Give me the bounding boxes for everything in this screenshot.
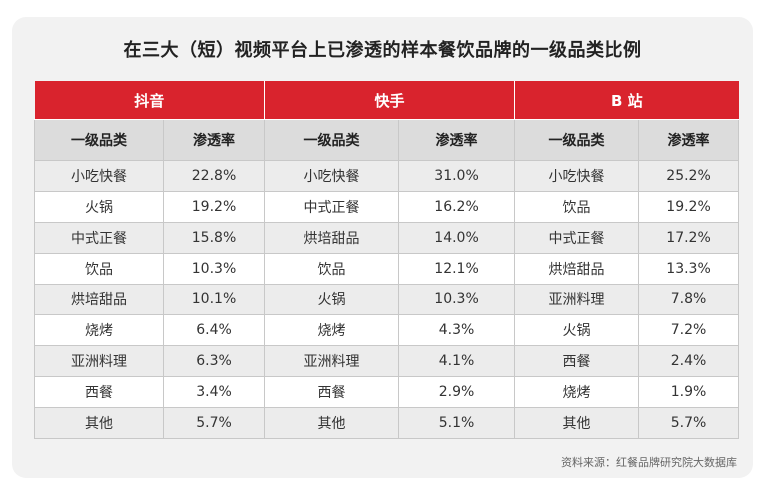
platform-header-kuaishou: 快手 bbox=[264, 81, 516, 120]
rate-cell: 7.2% bbox=[638, 314, 740, 347]
column-header-rate: 渗透率 bbox=[638, 119, 740, 161]
category-cell: 火锅 bbox=[514, 314, 640, 347]
category-cell: 饮品 bbox=[34, 252, 164, 285]
rate-cell: 5.7% bbox=[638, 407, 740, 439]
rate-cell: 13.3% bbox=[638, 252, 740, 285]
rate-cell: 7.8% bbox=[638, 283, 740, 316]
category-cell: 小吃快餐 bbox=[264, 160, 400, 192]
rate-cell: 4.3% bbox=[398, 314, 516, 347]
category-cell: 中式正餐 bbox=[264, 190, 400, 223]
rate-cell: 1.9% bbox=[638, 376, 740, 408]
category-cell: 小吃快餐 bbox=[514, 160, 640, 192]
rate-cell: 6.3% bbox=[162, 345, 266, 378]
rate-cell: 22.8% bbox=[162, 160, 266, 192]
table-row: 烧烤 6.4% 烧烤 4.3% 火锅 7.2% bbox=[34, 314, 740, 347]
column-header-rate: 渗透率 bbox=[162, 119, 266, 161]
rate-cell: 15.8% bbox=[162, 221, 266, 254]
category-cell: 中式正餐 bbox=[514, 221, 640, 254]
category-cell: 烧烤 bbox=[514, 376, 640, 408]
rate-cell: 10.1% bbox=[162, 283, 266, 316]
rate-cell: 6.4% bbox=[162, 314, 266, 347]
column-header-category: 一级品类 bbox=[34, 119, 164, 161]
category-cell: 亚洲料理 bbox=[514, 283, 640, 316]
table-row: 其他 5.7% 其他 5.1% 其他 5.7% bbox=[34, 407, 740, 439]
column-header-row: 一级品类 渗透率 一级品类 渗透率 一级品类 渗透率 bbox=[34, 119, 740, 161]
rate-cell: 19.2% bbox=[638, 190, 740, 223]
platform-header-bilibili: B 站 bbox=[514, 81, 739, 120]
category-cell: 烘培甜品 bbox=[34, 283, 164, 316]
rate-cell: 2.9% bbox=[398, 376, 516, 408]
category-cell: 烘培甜品 bbox=[264, 221, 400, 254]
column-header-category: 一级品类 bbox=[514, 119, 640, 161]
category-cell: 烧烤 bbox=[34, 314, 164, 347]
table-row: 小吃快餐 22.8% 小吃快餐 31.0% 小吃快餐 25.2% bbox=[34, 160, 740, 192]
table-row: 亚洲料理 6.3% 亚洲料理 4.1% 西餐 2.4% bbox=[34, 345, 740, 378]
category-cell: 西餐 bbox=[264, 376, 400, 408]
category-cell: 饮品 bbox=[264, 252, 400, 285]
penetration-table: 抖音 快手 B 站 一级品类 渗透率 一级品类 渗透率 一级品类 渗透率 小吃快… bbox=[34, 81, 740, 439]
category-cell: 烧烤 bbox=[264, 314, 400, 347]
rate-cell: 31.0% bbox=[398, 160, 516, 192]
rate-cell: 16.2% bbox=[398, 190, 516, 223]
category-cell: 中式正餐 bbox=[34, 221, 164, 254]
rate-cell: 10.3% bbox=[398, 283, 516, 316]
category-cell: 火锅 bbox=[264, 283, 400, 316]
rate-cell: 12.1% bbox=[398, 252, 516, 285]
category-cell: 饮品 bbox=[514, 190, 640, 223]
platform-header-douyin: 抖音 bbox=[34, 81, 266, 120]
chart-title: 在三大（短）视频平台上已渗透的样本餐饮品牌的一级品类比例 bbox=[123, 40, 642, 61]
category-cell: 小吃快餐 bbox=[34, 160, 164, 192]
category-cell: 其他 bbox=[34, 407, 164, 439]
rate-cell: 5.1% bbox=[398, 407, 516, 439]
table-body: 小吃快餐 22.8% 小吃快餐 31.0% 小吃快餐 25.2% 火锅 19.2% 中式正餐 16… bbox=[34, 160, 740, 439]
rate-cell: 25.2% bbox=[638, 160, 740, 192]
table-row: 烘培甜品 10.1% 火锅 10.3% 亚洲料理 7.8% bbox=[34, 283, 740, 316]
table-row: 饮品 10.3% 饮品 12.1% 烘焙甜品 13.3% bbox=[34, 252, 740, 285]
rate-cell: 10.3% bbox=[162, 252, 266, 285]
table-row: 西餐 3.4% 西餐 2.9% 烧烤 1.9% bbox=[34, 376, 740, 408]
rate-cell: 4.1% bbox=[398, 345, 516, 378]
category-cell: 西餐 bbox=[34, 376, 164, 408]
category-cell: 其他 bbox=[264, 407, 400, 439]
source-note: 资料来源：红餐品牌研究院大数据库 bbox=[561, 456, 737, 469]
table-row: 中式正餐 15.8% 烘培甜品 14.0% 中式正餐 17.2% bbox=[34, 221, 740, 254]
category-cell: 其他 bbox=[514, 407, 640, 439]
rate-cell: 17.2% bbox=[638, 221, 740, 254]
rate-cell: 14.0% bbox=[398, 221, 516, 254]
rate-cell: 19.2% bbox=[162, 190, 266, 223]
rate-cell: 2.4% bbox=[638, 345, 740, 378]
category-cell: 西餐 bbox=[514, 345, 640, 378]
column-header-rate: 渗透率 bbox=[398, 119, 516, 161]
category-cell: 亚洲料理 bbox=[34, 345, 164, 378]
rate-cell: 5.7% bbox=[162, 407, 266, 439]
category-cell: 火锅 bbox=[34, 190, 164, 223]
category-cell: 烘焙甜品 bbox=[514, 252, 640, 285]
table-row: 火锅 19.2% 中式正餐 16.2% 饮品 19.2% bbox=[34, 190, 740, 223]
column-header-category: 一级品类 bbox=[264, 119, 400, 161]
category-cell: 亚洲料理 bbox=[264, 345, 400, 378]
platform-header-row: 抖音 快手 B 站 bbox=[34, 81, 739, 120]
rate-cell: 3.4% bbox=[162, 376, 266, 408]
